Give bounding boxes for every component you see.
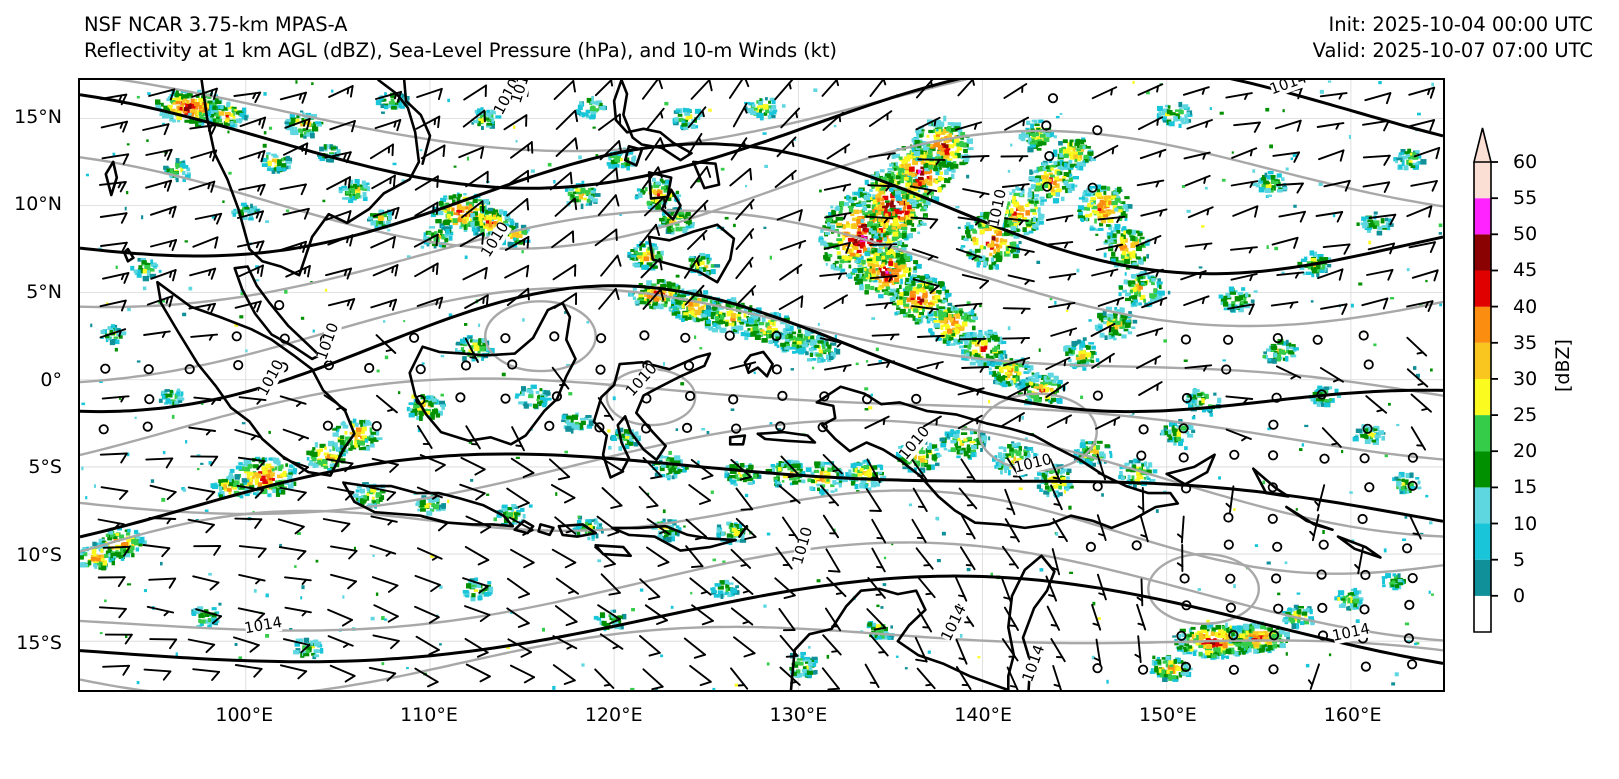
colorbar-band [1474,306,1491,343]
colorbar-unit-label: [dBZ] [1552,339,1574,392]
colorbar-canvas [1472,127,1498,633]
lat-tick-label: 5°S [28,456,62,479]
lon-tick-label: 100°E [215,704,274,726]
lat-tick-label: 0° [40,368,62,391]
colorbar-tick-label: 35 [1513,331,1538,354]
colorbar-tick-label: 30 [1513,367,1538,390]
lat-tick-label: 10°N [14,193,62,216]
colorbar-band [1474,595,1491,632]
lon-tick-label: 110°E [400,704,458,726]
colorbar-band [1474,415,1491,452]
colorbar-tick-label: 20 [1513,440,1538,463]
colorbar-tick-label: 55 [1513,187,1538,210]
colorbar-band [1474,378,1491,416]
colorbar-band [1474,342,1491,379]
lon-tick-label: 130°E [769,704,828,726]
colorbar-tick-label: 10 [1513,512,1538,535]
colorbar [1468,118,1498,646]
lon-tick-label: 120°E [584,704,643,726]
colorbar-band [1474,198,1491,235]
lat-tick-label: 5°N [26,281,62,304]
colorbar-tick-label: 0 [1513,584,1526,607]
coastline-layer [104,80,1382,690]
lat-tick-label: 15°S [16,631,62,654]
figure-title: NSF NCAR 3.75-km MPAS-A Reflectivity at … [84,12,837,64]
lon-tick-label: 150°E [1139,704,1197,726]
lon-tick-label: 140°E [954,704,1013,726]
lat-tick-label: 15°N [14,105,62,128]
colorbar-tick-label: 40 [1513,295,1538,318]
forecast-timestamps: Init: 2025-10-04 00:00 UTC Valid: 2025-1… [1313,12,1593,64]
colorbar-tick-label: 5 [1513,548,1526,571]
valid-time-label: Valid: 2025-10-07 07:00 UTC [1312,39,1593,62]
slp-major-contours [80,80,1443,665]
colorbar-band [1474,234,1491,271]
colorbar-tick-label: 15 [1513,476,1538,499]
colorbar-tick-label: 25 [1513,404,1538,427]
colorbar-tick-label: 60 [1513,151,1538,173]
colorbar-band [1474,559,1491,596]
colorbar-band [1474,523,1491,560]
colorbar-band [1474,487,1491,524]
wind-barb-layer [97,80,1441,690]
colorbar-band [1474,162,1491,199]
colorbar-band [1474,451,1491,488]
title-line-2: Reflectivity at 1 km AGL (dBZ), Sea-Leve… [84,39,837,62]
colorbar-extend-arrow [1472,127,1493,163]
init-time-label: Init: 2025-10-04 00:00 UTC [1328,13,1593,36]
colorbar-tick-label: 45 [1513,259,1538,282]
map-plot-area: 1010 1010 1010 1010 1010 1010 1010 1010 1010 1014… [78,78,1445,692]
lat-tick-label: 10°S [16,544,62,567]
lon-tick-label: 160°E [1323,704,1382,726]
title-line-1: NSF NCAR 3.75-km MPAS-A [84,13,348,36]
colorbar-band [1474,270,1491,307]
colorbar-tick-label: 50 [1513,223,1538,246]
